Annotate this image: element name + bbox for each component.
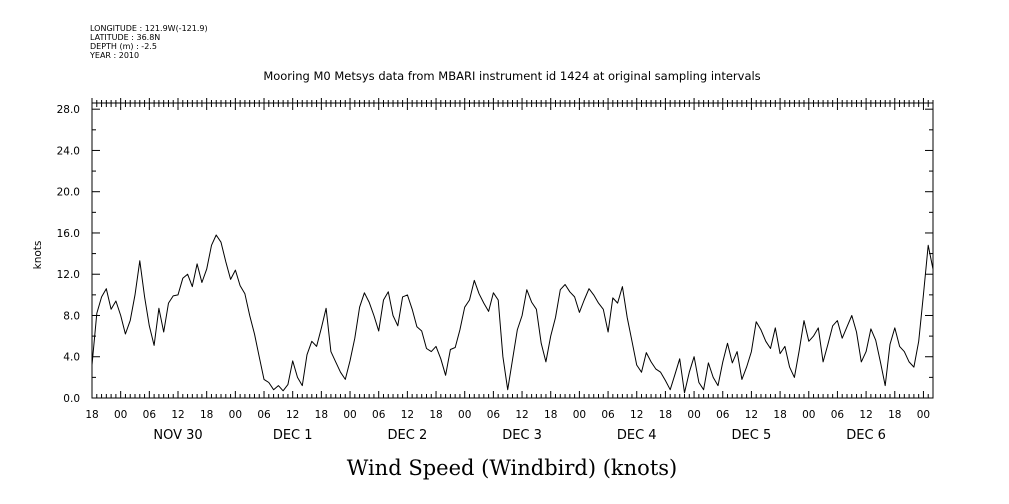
x-hour-tick-label: 00 (917, 409, 930, 421)
y-axis: 0.0 4.0 8.0 12.0 16.0 20.0 24.0 28.0 (57, 104, 933, 405)
x-hour-tick-label: 18 (315, 409, 328, 421)
x-day-label: DEC 6 (846, 428, 886, 443)
x-day-label: DEC 5 (732, 428, 772, 443)
x-hour-tick-label: 18 (85, 409, 98, 421)
x-hour-tick-label: 00 (573, 409, 586, 421)
y-tick-label: 20.0 (57, 187, 80, 199)
series-layer (91, 234, 934, 394)
y-tick-label: 16.0 (57, 228, 80, 240)
x-hour-tick-label: 00 (687, 409, 700, 421)
x-hour-tick-label: 12 (859, 409, 872, 421)
y-tick-label: 24.0 (57, 145, 80, 157)
x-hour-tick-label: 18 (888, 409, 901, 421)
y-tick-label: 28.0 (57, 104, 80, 116)
x-hour-tick-label: 00 (458, 409, 471, 421)
x-hour-tick-label: 06 (372, 409, 386, 421)
depth-label: DEPTH (m) : -2.5 (90, 42, 157, 51)
x-hour-tick-label: 18 (544, 409, 557, 421)
x-day-label: DEC 2 (388, 428, 428, 443)
x-hour-tick-label: 00 (229, 409, 242, 421)
plot-frame (91, 102, 934, 399)
x-day-label: NOV 30 (153, 428, 202, 443)
x-axis-title: Wind Speed (Windbird) (knots) (347, 456, 677, 480)
x-hour-tick-label: 12 (745, 409, 758, 421)
x-hour-tick-label: 18 (429, 409, 442, 421)
x-hour-tick-label: 06 (601, 409, 615, 421)
x-day-label: DEC 4 (617, 428, 657, 443)
x-hour-tick-label: 12 (515, 409, 528, 421)
x-hour-tick-label: 00 (802, 409, 815, 421)
y-tick-label: 0.0 (63, 393, 80, 405)
x-axis: 18 00 06 12 18 00 06 12 18 00 06 12 18 00 06 12 18 00 06 12… (85, 98, 934, 443)
x-hour-tick-label: 18 (773, 409, 786, 421)
y-axis-label: knots (32, 241, 44, 270)
x-hour-tick-label: 12 (630, 409, 643, 421)
wind-speed-line (91, 234, 934, 394)
x-hour-tick-label: 12 (286, 409, 299, 421)
chart-title: Mooring M0 Metsys data from MBARI instru… (263, 69, 760, 83)
x-hour-tick-label: 00 (343, 409, 356, 421)
x-hour-tick-label: 18 (659, 409, 672, 421)
x-hour-tick-label: 06 (831, 409, 845, 421)
latitude-label: LATITUDE : 36.8N (90, 33, 160, 42)
y-tick-label: 4.0 (63, 352, 80, 364)
year-label: YEAR : 2010 (89, 51, 139, 60)
x-hour-tick-label: 06 (716, 409, 730, 421)
x-hour-tick-label: 12 (401, 409, 414, 421)
x-day-label: DEC 1 (273, 428, 313, 443)
x-hour-tick-label: 06 (257, 409, 271, 421)
y-tick-label: 8.0 (63, 310, 80, 322)
x-hour-tick-label: 00 (114, 409, 127, 421)
longitude-label: LONGITUDE : 121.9W(-121.9) (90, 24, 208, 33)
y-tick-label: 12.0 (57, 269, 80, 281)
x-hour-tick-label: 06 (143, 409, 157, 421)
x-hour-tick-label: 18 (200, 409, 213, 421)
x-hour-tick-label: 06 (487, 409, 501, 421)
x-hour-tick-label: 12 (171, 409, 184, 421)
x-day-label: DEC 3 (502, 428, 542, 443)
